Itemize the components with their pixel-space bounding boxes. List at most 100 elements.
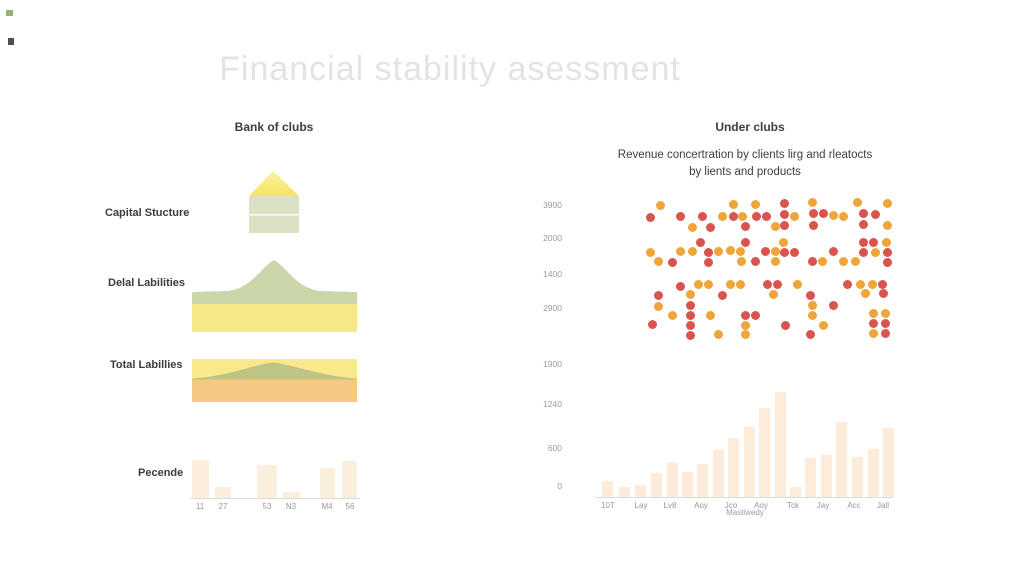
- scatter-dot: [736, 256, 746, 266]
- scatter-dot: [805, 290, 815, 300]
- scatter-dot: [870, 209, 880, 219]
- scatter-dot: [697, 211, 707, 221]
- scatter-dot: [877, 279, 887, 289]
- y-tick-label: 1240: [543, 399, 562, 409]
- scatter-dot: [667, 310, 677, 320]
- scatter-dot: [740, 237, 750, 247]
- scatter-dot: [705, 310, 715, 320]
- scatter-dot: [789, 211, 799, 221]
- monthly-bars-bar: [821, 455, 832, 497]
- pecende-bars-tick-label: 27: [218, 502, 228, 511]
- monthly-bars-tick-label: Lay: [634, 501, 648, 510]
- scatter-dot: [870, 247, 880, 257]
- monthly-bars-bar: [883, 428, 894, 497]
- scatter-dot: [737, 211, 747, 221]
- scatter-dot: [878, 288, 888, 298]
- pecende-bars-bar: [342, 461, 357, 498]
- scatter-dot: [750, 199, 760, 209]
- scatter-dot: [858, 237, 868, 247]
- y-tick-label: 1900: [543, 359, 562, 369]
- monthly-bars-tick-label: Aoy: [694, 501, 708, 510]
- scatter-dot: [807, 300, 817, 310]
- scatter-dot: [703, 279, 713, 289]
- scatter-dot: [779, 220, 789, 230]
- scatter-dot: [750, 310, 760, 320]
- y-tick-label: 2900: [543, 303, 562, 313]
- monthly-bars-bar: [728, 438, 739, 497]
- monthly-bars-bar: [836, 422, 847, 497]
- scatter-dot: [750, 256, 760, 266]
- scatter-dot: [653, 301, 663, 311]
- scatter-dot: [818, 320, 828, 330]
- scatter-dot: [735, 246, 745, 256]
- scatter-dot: [818, 208, 828, 218]
- monthly-bars-tick-label: Jay: [816, 501, 830, 510]
- scatter-dot: [792, 279, 802, 289]
- scatter-dot: [868, 237, 878, 247]
- scatter-dot: [882, 247, 892, 257]
- scatter-dot: [858, 219, 868, 229]
- artifact-dot: [8, 38, 14, 45]
- scatter-dot: [687, 222, 697, 232]
- scatter-dot: [808, 208, 818, 218]
- scatter-dot: [772, 279, 782, 289]
- pecende-bars-bar: [215, 487, 231, 498]
- scatter-dot: [713, 329, 723, 339]
- scatter-dot: [685, 330, 695, 340]
- pecende-bars-axis: [190, 498, 360, 499]
- scatter-dot: [705, 222, 715, 232]
- scatter-dot: [740, 320, 750, 330]
- scatter-dot: [685, 289, 695, 299]
- y-tick-label: 600: [547, 443, 562, 453]
- scatter-dot: [713, 246, 723, 256]
- pecende-bars-bar: [283, 492, 300, 498]
- scatter-dot: [808, 220, 818, 230]
- scatter-dot: [740, 221, 750, 231]
- scatter-subtitle-line2: by lients and products: [689, 166, 801, 178]
- monthly-bars-x-axis-label: Mastiwedy: [726, 508, 764, 517]
- scatter-dot: [828, 210, 838, 220]
- pecende-bars-bar: [320, 468, 335, 498]
- scatter-dot: [852, 197, 862, 207]
- debt-liabilities-band-shape: [192, 260, 357, 332]
- y-tick-label: 1400: [543, 269, 562, 279]
- scatter-dot: [881, 237, 891, 247]
- monthly-bars-bar: [619, 487, 630, 497]
- scatter-dot: [807, 197, 817, 207]
- scatter-dot: [842, 279, 852, 289]
- monthly-bars-bar: [602, 481, 613, 497]
- scatter-dot: [860, 288, 870, 298]
- y-tick-label: 3900: [543, 200, 562, 210]
- scatter-dot: [868, 328, 878, 338]
- scatter-dot: [880, 308, 890, 318]
- capital-structure-house-shape: [249, 171, 299, 233]
- monthly-bars-tick-label: Acc: [847, 501, 861, 510]
- monthly-bars-bar: [635, 485, 646, 497]
- scatter-dot: [703, 257, 713, 267]
- scatter-dot: [868, 318, 878, 328]
- monthly-bars-tick-label: 10T: [601, 501, 615, 510]
- scatter-dot: [880, 318, 890, 328]
- scatter-dot: [780, 320, 790, 330]
- scatter-dot: [685, 310, 695, 320]
- scatter-dot: [770, 256, 780, 266]
- scatter-dot: [880, 328, 890, 338]
- scatter-dot: [779, 247, 789, 257]
- right-section-title: Under clubs: [715, 120, 785, 134]
- monthly-bars-axis: [595, 497, 893, 498]
- pecende-bars-tick-label: 56: [345, 502, 355, 511]
- monthly-bars-tick-label: Lv8: [663, 501, 677, 510]
- artifact-dot: [6, 10, 13, 16]
- scatter-dot: [653, 290, 663, 300]
- monthly-bars-bar: [868, 449, 879, 497]
- label-total-liabilities: Total Labillies: [110, 359, 183, 371]
- scatter-dot: [828, 246, 838, 256]
- left-section-title: Bank of clubs: [234, 120, 314, 134]
- scatter-dot: [645, 212, 655, 222]
- pecende-bars-tick-label: M4: [321, 502, 333, 511]
- scatter-dot: [728, 211, 738, 221]
- monthly-bars-bar: [790, 487, 801, 497]
- monthly-bars-bar: [682, 472, 693, 497]
